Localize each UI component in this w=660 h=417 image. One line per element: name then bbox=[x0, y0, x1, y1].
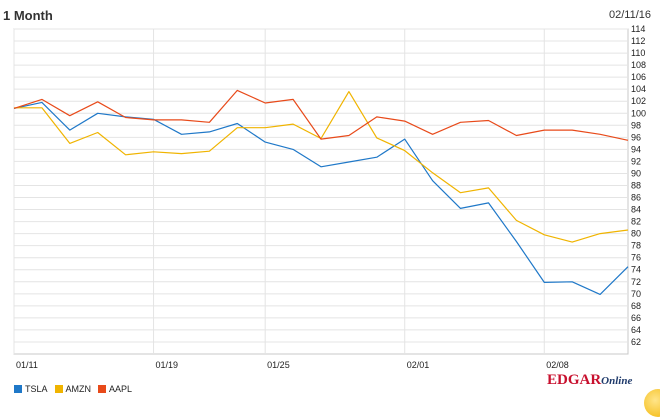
y-tick-label: 114 bbox=[631, 24, 645, 34]
legend-swatch bbox=[98, 385, 107, 393]
legend-label: TSLA bbox=[25, 384, 48, 394]
logo-main: EDGAR bbox=[547, 372, 602, 388]
series-line-tsla bbox=[13, 101, 629, 295]
y-tick-label: 112 bbox=[631, 36, 645, 46]
y-tick-label: 104 bbox=[631, 84, 646, 94]
series-line-aapl bbox=[13, 89, 629, 141]
y-tick-label: 108 bbox=[631, 60, 646, 70]
legend-label: AMZN bbox=[65, 384, 92, 394]
x-tick-labels: 01/11 01/19 01/25 02/01 02/08 bbox=[16, 360, 569, 370]
y-tick-label: 98 bbox=[631, 120, 641, 130]
series-layer bbox=[13, 89, 629, 295]
chart-end-date: 02/11/16 bbox=[608, 9, 651, 21]
y-tick-label: 66 bbox=[631, 313, 641, 323]
y-tick-label: 88 bbox=[631, 180, 641, 190]
y-tick-label: 82 bbox=[631, 217, 641, 227]
y-tick-label: 70 bbox=[631, 289, 641, 299]
y-tick-label: 80 bbox=[631, 229, 641, 239]
legend-item-amzn: AMZN bbox=[54, 384, 92, 394]
y-tick-label: 78 bbox=[631, 241, 641, 251]
chart-legend: TSLA AMZN AAPL bbox=[14, 384, 139, 394]
y-tick-label: 68 bbox=[631, 301, 641, 311]
legend-label: AAPL bbox=[109, 384, 133, 394]
y-tick-label: 100 bbox=[631, 108, 646, 118]
y-tick-labels: 62 64 66 68 70 72 74 76 78 80 82 84 86 88 90 92 94 96 98 10… bbox=[631, 24, 646, 347]
x-tick-label: 01/19 bbox=[156, 360, 179, 370]
corner-decoration bbox=[644, 389, 660, 417]
y-tick-label: 110 bbox=[631, 48, 645, 58]
grid-layer bbox=[13, 28, 629, 355]
y-tick-label: 62 bbox=[631, 337, 641, 347]
y-tick-label: 84 bbox=[631, 205, 641, 215]
x-tick-label: 02/08 bbox=[546, 360, 569, 370]
y-tick-label: 64 bbox=[631, 325, 641, 335]
y-tick-label: 72 bbox=[631, 277, 641, 287]
y-tick-label: 106 bbox=[631, 72, 646, 82]
legend-swatch bbox=[14, 385, 22, 393]
x-tick-label: 02/01 bbox=[407, 360, 430, 370]
logo-sub: Online bbox=[601, 375, 633, 387]
stock-line-chart: 62 64 66 68 70 72 74 76 78 80 82 84 86 88 90 92 94 96 98 10… bbox=[13, 24, 646, 370]
y-tick-label: 96 bbox=[631, 132, 641, 142]
y-tick-label: 74 bbox=[631, 265, 641, 275]
y-tick-label: 86 bbox=[631, 193, 641, 203]
chart-range-label: 1 Month bbox=[3, 8, 53, 23]
edgar-online-logo: EDGAROnline bbox=[547, 371, 632, 389]
plot-border bbox=[13, 28, 629, 355]
y-tick-label: 94 bbox=[631, 144, 641, 154]
y-tick-label: 76 bbox=[631, 253, 641, 263]
x-tick-label: 01/25 bbox=[267, 360, 290, 370]
legend-item-aapl: AAPL bbox=[98, 384, 132, 394]
y-tick-label: 92 bbox=[631, 156, 641, 166]
x-tick-label: 01/11 bbox=[16, 360, 38, 370]
legend-item-tsla: TSLA bbox=[14, 384, 48, 394]
y-tick-label: 102 bbox=[631, 96, 646, 106]
legend-swatch bbox=[54, 385, 63, 393]
y-tick-label: 90 bbox=[631, 168, 641, 178]
